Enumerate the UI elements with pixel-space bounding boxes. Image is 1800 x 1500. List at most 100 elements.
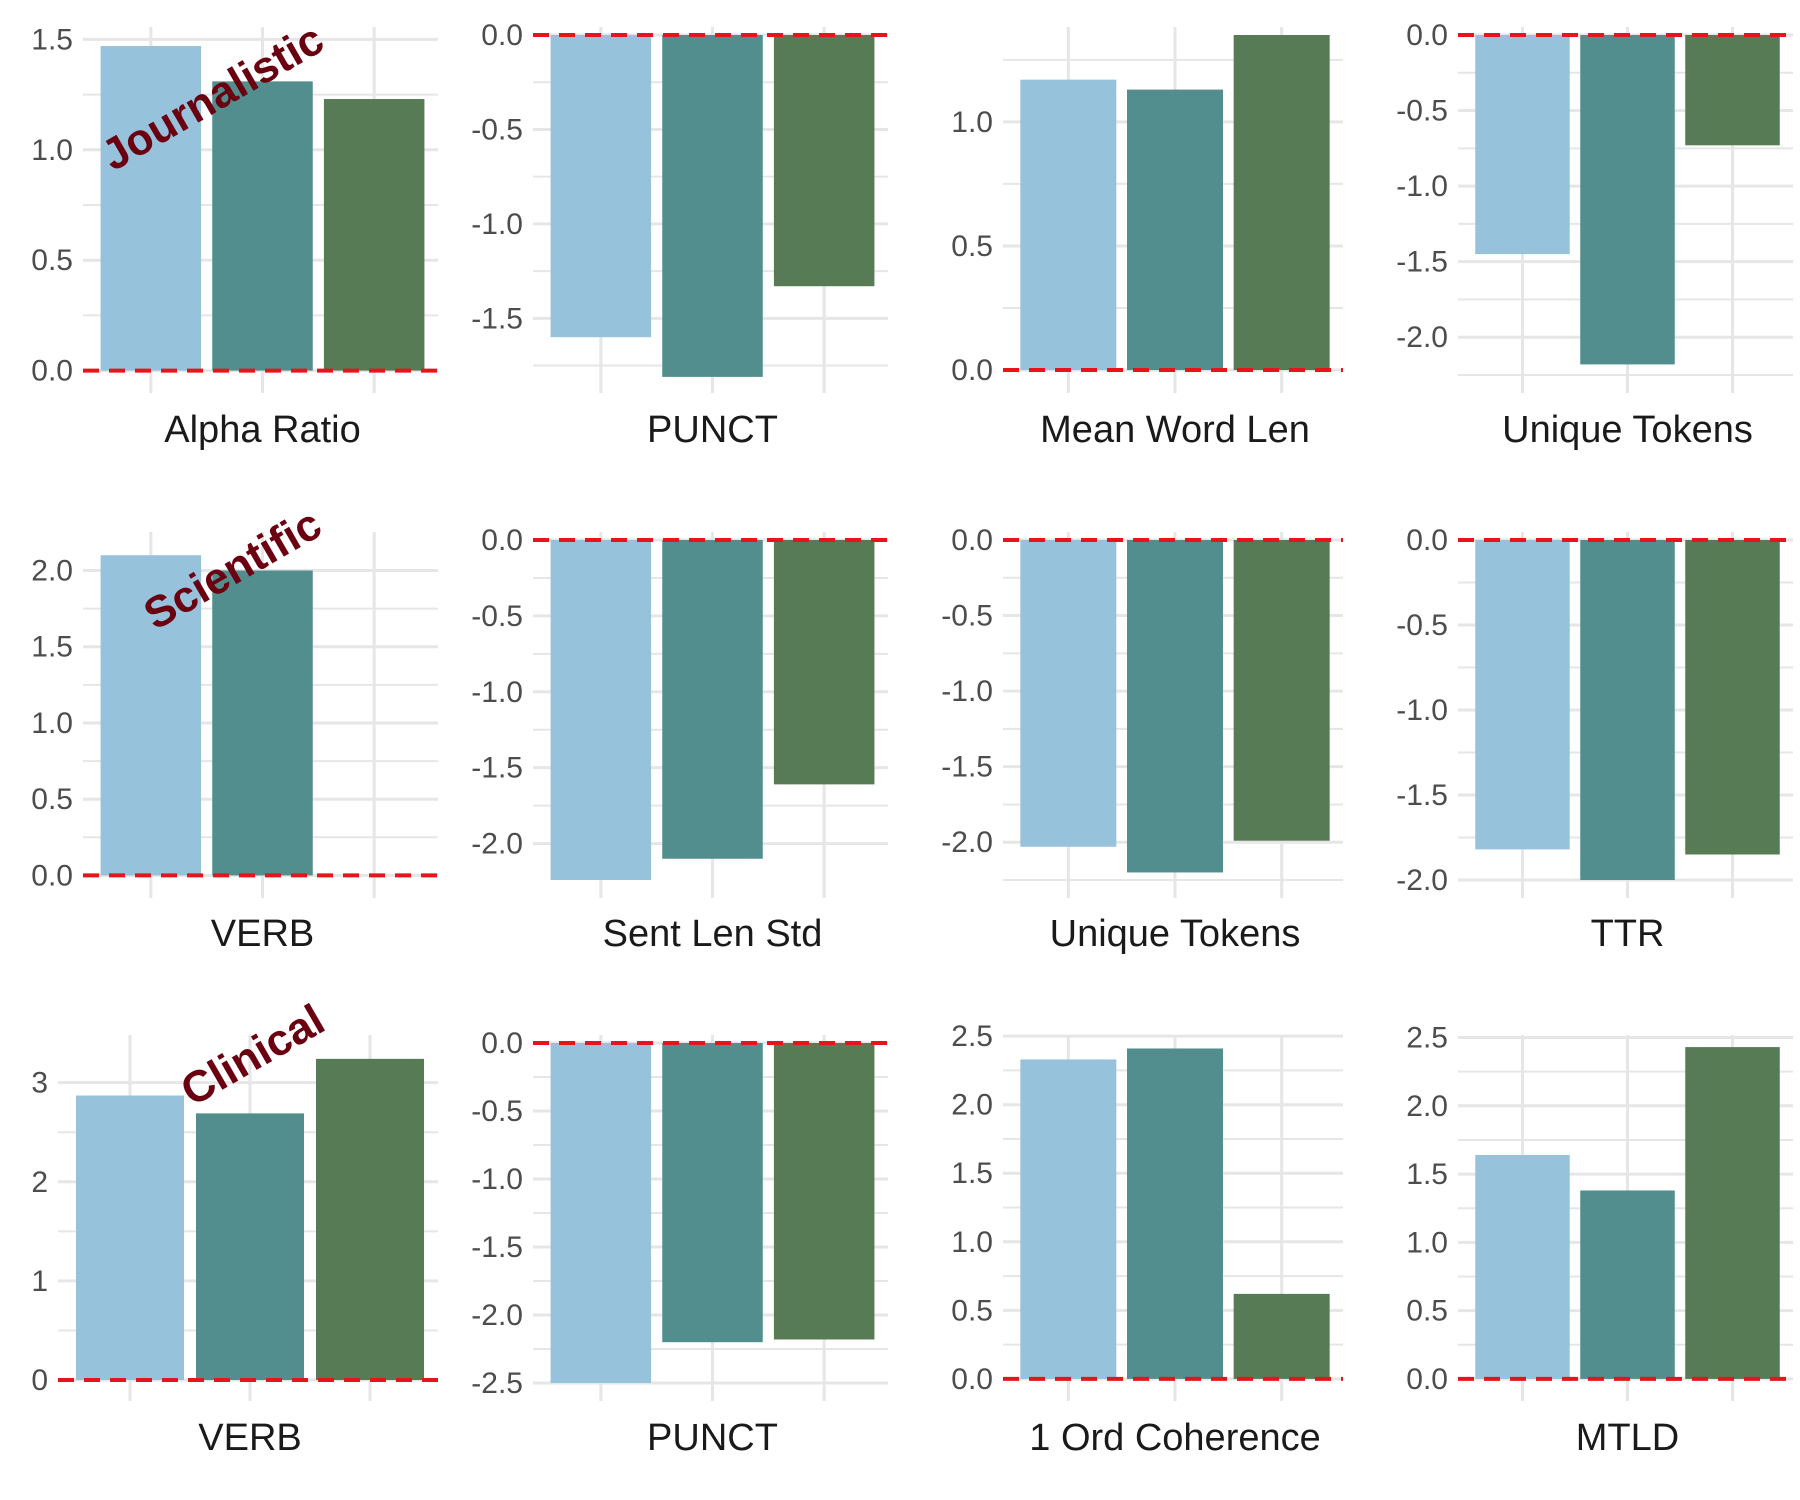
- y-tick-label: 2.5: [951, 1020, 993, 1053]
- y-tick-label: 1: [31, 1265, 48, 1298]
- panel-1-2: -1.5 -1.0 -0.5 0.0 PUNCT: [471, 19, 888, 451]
- y-tick-label: -2.0: [1396, 864, 1448, 897]
- bar: [1685, 35, 1780, 146]
- y-tick-label: 1.5: [1406, 1158, 1448, 1191]
- y-tick-label: -1.5: [941, 751, 993, 784]
- y-tick-label: -2.0: [941, 826, 993, 859]
- y-tick-label: 0.0: [481, 1027, 523, 1060]
- bar: [773, 1043, 875, 1340]
- bar: [100, 555, 202, 876]
- x-axis-label: 1 Ord Coherence: [1029, 1417, 1321, 1459]
- y-tick-label: 2: [31, 1166, 48, 1199]
- y-tick-label: 0.0: [31, 859, 73, 892]
- y-tick-label: -0.5: [471, 1095, 523, 1128]
- x-axis-label: MTLD: [1576, 1417, 1679, 1459]
- y-tick-label: 3: [31, 1067, 48, 1100]
- y-tick-label: 0.5: [31, 783, 73, 816]
- bar: [316, 1058, 424, 1381]
- panel-1-4: -2.0 -1.5 -1.0 -0.5 0.0 Unique Tokens: [1396, 19, 1793, 451]
- bar: [212, 81, 313, 371]
- y-tick-label: 0.5: [1406, 1295, 1448, 1328]
- x-axis-label: Unique Tokens: [1502, 409, 1753, 451]
- row-label-clinical: Clinical: [173, 995, 333, 1116]
- y-tick-label: -1.0: [1396, 694, 1448, 727]
- y-tick-label: 0.0: [951, 354, 993, 387]
- panel-3-3: 0.0 0.5 1.0 1.5 2.0 2.5 1 Ord Coherence: [951, 1020, 1343, 1459]
- bar: [212, 570, 313, 876]
- bar: [773, 35, 875, 287]
- bar: [1020, 79, 1117, 371]
- x-axis-label: Mean Word Len: [1040, 409, 1310, 451]
- panel-3-1: 0 1 2 3 VERB: [31, 1035, 438, 1459]
- bar: [1475, 1154, 1570, 1379]
- panel-3-4: 0.0 0.5 1.0 1.5 2.0 2.5 MTLD: [1406, 1022, 1793, 1459]
- y-tick-label: -1.0: [471, 208, 523, 241]
- bar: [1580, 35, 1675, 365]
- bar: [100, 46, 202, 371]
- y-tick-label: -2.0: [471, 1299, 523, 1332]
- y-tick-label: -0.5: [471, 113, 523, 146]
- y-tick-label: 1.5: [951, 1157, 993, 1190]
- bar: [550, 540, 652, 880]
- bar: [1020, 1059, 1117, 1379]
- y-tick-label: -0.5: [1396, 609, 1448, 642]
- y-tick-label: 1.0: [31, 134, 73, 167]
- bar: [1685, 540, 1780, 855]
- y-tick-label: 0.0: [1406, 524, 1448, 557]
- x-axis-label: Unique Tokens: [1050, 913, 1301, 955]
- panel-3-2: -2.5 -2.0 -1.5 -1.0 -0.5 0.0 PUNCT: [471, 1027, 888, 1459]
- bar: [1127, 540, 1223, 873]
- bar: [1127, 1048, 1223, 1379]
- bar: [1233, 35, 1330, 371]
- y-tick-label: 0.5: [31, 244, 73, 277]
- x-axis-label: VERB: [211, 913, 314, 955]
- bar: [1475, 35, 1570, 255]
- y-tick-label: 1.0: [31, 707, 73, 740]
- y-tick-label: -1.0: [471, 1163, 523, 1196]
- y-tick-label: -2.0: [1396, 321, 1448, 354]
- y-tick-label: -1.5: [471, 302, 523, 335]
- x-axis-label: TTR: [1591, 913, 1665, 955]
- bar: [1127, 89, 1223, 371]
- bar: [1233, 540, 1330, 841]
- y-tick-label: -2.0: [471, 828, 523, 861]
- y-tick-label: 2.0: [1406, 1090, 1448, 1123]
- y-tick-label: 0.5: [951, 230, 993, 263]
- y-tick-label: 0.0: [1406, 19, 1448, 52]
- panel-1-3: 0.0 0.5 1.0 Mean Word Len: [951, 27, 1343, 451]
- y-tick-label: 1.0: [1406, 1226, 1448, 1259]
- bar: [1475, 540, 1570, 850]
- x-axis-label: PUNCT: [647, 1417, 778, 1459]
- x-axis-label: Sent Len Std: [603, 913, 823, 955]
- bar: [323, 99, 425, 371]
- panel-1-1: 0.0 0.5 1.0 1.5 Alpha Ratio: [31, 23, 438, 451]
- y-tick-label: -1.0: [941, 675, 993, 708]
- y-tick-label: 0: [31, 1364, 48, 1397]
- y-tick-label: 0.0: [951, 1363, 993, 1396]
- x-axis-label: PUNCT: [647, 409, 778, 451]
- y-tick-label: 2.5: [1406, 1022, 1448, 1055]
- y-tick-label: -1.5: [471, 1231, 523, 1264]
- x-axis-label: VERB: [198, 1417, 301, 1459]
- panel-2-4: -2.0 -1.5 -1.0 -0.5 0.0 TTR: [1396, 524, 1793, 955]
- bar: [1580, 1190, 1675, 1379]
- y-tick-label: 1.0: [951, 1226, 993, 1259]
- bar: [662, 35, 763, 377]
- y-tick-label: -0.5: [471, 600, 523, 633]
- y-tick-label: 2.0: [951, 1089, 993, 1122]
- y-tick-label: 1.0: [951, 106, 993, 139]
- bar: [1233, 1293, 1330, 1379]
- y-tick-label: 0.0: [31, 355, 73, 388]
- bar: [1580, 540, 1675, 880]
- y-tick-label: 2.0: [31, 554, 73, 587]
- bar: [76, 1095, 184, 1381]
- y-tick-label: -1.0: [1396, 170, 1448, 203]
- y-tick-label: -1.5: [1396, 246, 1448, 279]
- bar: [1020, 540, 1117, 847]
- y-tick-label: -1.5: [471, 752, 523, 785]
- panel-2-3: -2.0 -1.5 -1.0 -0.5 0.0 Unique Tokens: [941, 524, 1343, 955]
- y-tick-label: 0.0: [1406, 1363, 1448, 1396]
- bar: [196, 1113, 304, 1381]
- y-tick-label: 0.0: [951, 524, 993, 557]
- y-tick-label: -0.5: [941, 600, 993, 633]
